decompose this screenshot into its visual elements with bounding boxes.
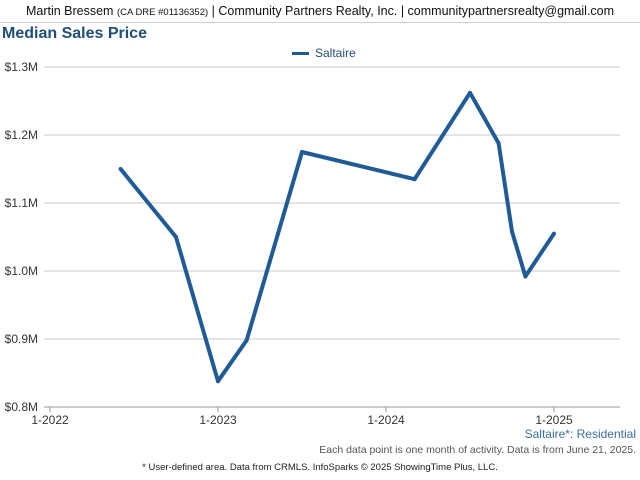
activity-note: Each data point is one month of activity… <box>319 444 636 456</box>
agent-name: Martin Bressem <box>25 4 114 18</box>
y-tick-label: $1.3M <box>5 60 38 74</box>
data-point <box>412 177 417 182</box>
data-point <box>468 90 472 95</box>
data-point <box>523 274 528 279</box>
legend-swatch <box>292 51 309 55</box>
data-point <box>552 231 556 236</box>
legend-label: Saltaire <box>315 46 356 60</box>
data-point <box>496 141 501 146</box>
data-point <box>300 150 304 154</box>
y-tick-label: $1.0M <box>5 264 38 278</box>
series-line-saltaire <box>119 90 556 384</box>
data-point <box>216 379 220 384</box>
y-tick-label: $1.2M <box>5 128 38 142</box>
source-note: * User-defined area. Data from CRMLS. In… <box>142 462 498 473</box>
data-point <box>244 338 249 343</box>
agent-license: (CA DRE #01136352) <box>116 7 209 18</box>
x-tick-label: 1-2023 <box>199 413 237 427</box>
x-tick-label: 1-2024 <box>367 413 405 427</box>
data-point <box>118 167 123 171</box>
region-label: Saltaire*: Residential <box>524 427 636 441</box>
y-tick-label: $1.1M <box>5 196 38 210</box>
x-tick-label: 1-2025 <box>535 413 573 427</box>
agent-company-email: | Community Partners Realty, Inc. | comm… <box>211 4 615 18</box>
data-point <box>510 229 514 234</box>
x-tick-label: 1-2022 <box>31 413 69 427</box>
chart-legend[interactable]: Saltaire <box>292 46 356 60</box>
y-tick-label: $0.8M <box>5 400 38 414</box>
y-tick-label: $0.9M <box>5 332 38 346</box>
agent-header: Martin Bressem (CA DRE #01136352) | Comm… <box>0 0 640 23</box>
chart-title: Median Sales Price <box>2 25 147 42</box>
data-point <box>174 235 178 239</box>
